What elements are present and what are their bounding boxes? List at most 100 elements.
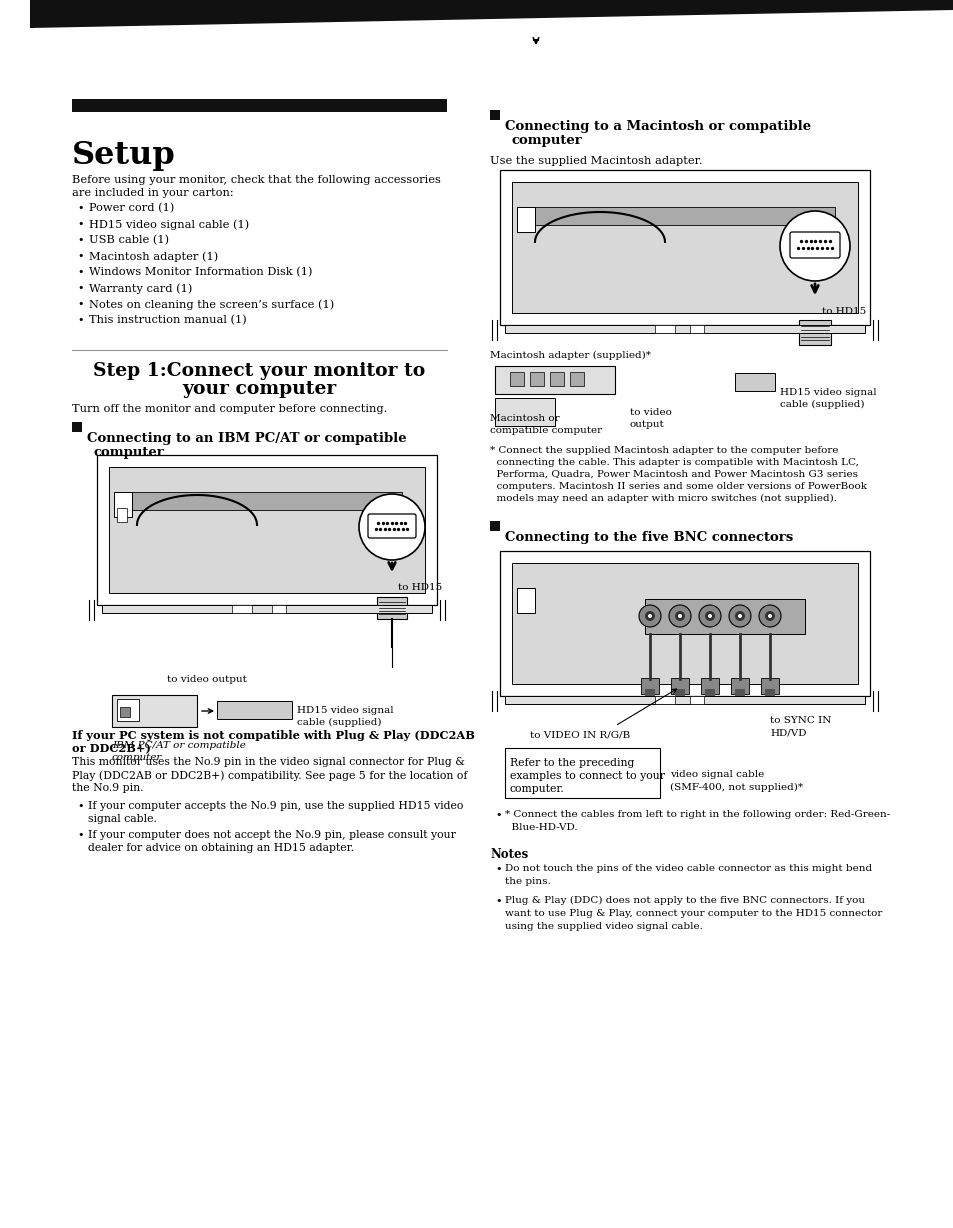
Bar <box>504 325 864 333</box>
Text: Connecting to an IBM PC/AT or compatible: Connecting to an IBM PC/AT or compatible <box>87 432 406 445</box>
Text: Notes: Notes <box>490 849 528 861</box>
Text: * Connect the supplied Macintosh adapter to the computer before: * Connect the supplied Macintosh adapter… <box>490 446 838 456</box>
Bar <box>376 597 407 619</box>
Bar <box>734 689 744 699</box>
FancyBboxPatch shape <box>368 515 416 538</box>
Bar <box>504 696 864 704</box>
Text: Notes on cleaning the screen’s surface (1): Notes on cleaning the screen’s surface (… <box>89 298 334 309</box>
Text: Use the supplied Macintosh adapter.: Use the supplied Macintosh adapter. <box>490 156 702 166</box>
Text: Blue-HD-VD.: Blue-HD-VD. <box>504 823 577 833</box>
Bar <box>495 366 615 394</box>
Bar <box>120 707 130 717</box>
Text: video signal cable: video signal cable <box>669 770 763 779</box>
Bar <box>799 321 830 345</box>
Bar <box>730 678 748 694</box>
Bar <box>512 562 857 684</box>
Text: Windows Monitor Information Disk (1): Windows Monitor Information Disk (1) <box>89 266 313 278</box>
Bar <box>655 325 675 333</box>
Text: USB cable (1): USB cable (1) <box>89 235 169 246</box>
Text: cable (supplied): cable (supplied) <box>296 718 381 727</box>
Bar <box>512 182 857 313</box>
Text: •: • <box>77 316 84 325</box>
Text: (SMF-400, not supplied)*: (SMF-400, not supplied)* <box>669 783 802 792</box>
Circle shape <box>678 614 681 618</box>
Text: If your computer accepts the No.9 pin, use the supplied HD15 video: If your computer accepts the No.9 pin, u… <box>88 801 463 810</box>
Bar <box>216 701 292 720</box>
Bar <box>232 605 252 613</box>
Text: Connecting to a Macintosh or compatible: Connecting to a Macintosh or compatible <box>504 120 810 133</box>
Bar <box>272 605 286 613</box>
Text: Macintosh adapter (supplied)*: Macintosh adapter (supplied)* <box>490 351 650 360</box>
Text: to SYNC IN: to SYNC IN <box>769 716 830 725</box>
Text: •: • <box>495 896 501 906</box>
Text: compatible computer: compatible computer <box>490 426 601 435</box>
Text: Before using your monitor, check that the following accessories: Before using your monitor, check that th… <box>71 176 440 185</box>
Circle shape <box>767 614 771 618</box>
Circle shape <box>734 612 744 621</box>
Text: •: • <box>77 801 84 810</box>
Text: computers. Macintosh II series and some older versions of PowerBook: computers. Macintosh II series and some … <box>490 483 866 491</box>
Bar <box>495 398 555 426</box>
Circle shape <box>644 612 655 621</box>
Text: IBM PC/AT or compatible: IBM PC/AT or compatible <box>112 740 246 750</box>
Text: Power cord (1): Power cord (1) <box>89 203 174 214</box>
Text: •: • <box>495 865 501 874</box>
Text: dealer for advice on obtaining an HD15 adapter.: dealer for advice on obtaining an HD15 a… <box>88 842 354 853</box>
Text: Performa, Quadra, Power Macintosh and Power Macintosh G3 series: Performa, Quadra, Power Macintosh and Po… <box>490 470 857 479</box>
Text: computer: computer <box>94 446 165 459</box>
Text: Play (DDC2AB or DDC2B+) compatibility. See page 5 for the location of: Play (DDC2AB or DDC2B+) compatibility. S… <box>71 770 467 781</box>
Bar <box>113 492 132 517</box>
Bar <box>30 0 34 28</box>
Text: HD15 video signal cable (1): HD15 video signal cable (1) <box>89 219 249 230</box>
Bar <box>569 372 583 386</box>
Text: to HD15: to HD15 <box>397 583 442 592</box>
Circle shape <box>738 614 741 618</box>
Text: HD15 video signal: HD15 video signal <box>780 388 876 397</box>
Text: HD15 video signal: HD15 video signal <box>296 706 394 715</box>
Bar <box>530 372 543 386</box>
Text: Do not touch the pins of the video cable connector as this might bend: Do not touch the pins of the video cable… <box>504 865 871 873</box>
Text: This monitor uses the No.9 pin in the video signal connector for Plug &: This monitor uses the No.9 pin in the vi… <box>71 756 464 768</box>
Bar <box>132 492 401 510</box>
Circle shape <box>780 211 849 281</box>
Circle shape <box>764 612 774 621</box>
Text: Refer to the preceding: Refer to the preceding <box>510 758 634 768</box>
Circle shape <box>759 605 781 628</box>
Bar <box>71 422 82 432</box>
Bar <box>504 748 659 798</box>
Text: •: • <box>495 810 501 820</box>
Text: •: • <box>77 219 84 228</box>
Text: the pins.: the pins. <box>504 877 550 885</box>
Bar <box>644 689 655 699</box>
Bar <box>112 695 196 727</box>
Text: Step 1:Connect your monitor to: Step 1:Connect your monitor to <box>93 362 425 379</box>
Bar <box>499 169 869 325</box>
Text: connecting the cable. This adapter is compatible with Macintosh LC,: connecting the cable. This adapter is co… <box>490 458 858 467</box>
Circle shape <box>704 612 714 621</box>
Text: •: • <box>77 251 84 262</box>
Bar <box>117 699 139 721</box>
Text: Connecting to the five BNC connectors: Connecting to the five BNC connectors <box>504 530 792 544</box>
Bar <box>535 208 834 225</box>
Text: Setup: Setup <box>71 140 175 171</box>
Text: This instruction manual (1): This instruction manual (1) <box>89 316 247 325</box>
Bar <box>704 689 714 699</box>
Text: •: • <box>77 235 84 246</box>
Text: or DDC2B+): or DDC2B+) <box>71 743 151 754</box>
Text: output: output <box>629 420 664 429</box>
Text: using the supplied video signal cable.: using the supplied video signal cable. <box>504 922 702 931</box>
Text: models may need an adapter with micro switches (not supplied).: models may need an adapter with micro sw… <box>490 494 836 503</box>
Bar <box>734 373 774 391</box>
Text: •: • <box>77 203 84 212</box>
Text: want to use Plug & Play, connect your computer to the HD15 connector: want to use Plug & Play, connect your co… <box>504 909 882 919</box>
Text: your computer: your computer <box>182 379 336 398</box>
Bar <box>499 551 869 696</box>
Text: •: • <box>77 298 84 309</box>
Bar <box>689 696 703 704</box>
Text: •: • <box>77 282 84 293</box>
Text: to video output: to video output <box>167 675 247 684</box>
Bar <box>700 678 719 694</box>
Circle shape <box>358 494 424 560</box>
Circle shape <box>699 605 720 628</box>
Text: the No.9 pin.: the No.9 pin. <box>71 783 143 793</box>
